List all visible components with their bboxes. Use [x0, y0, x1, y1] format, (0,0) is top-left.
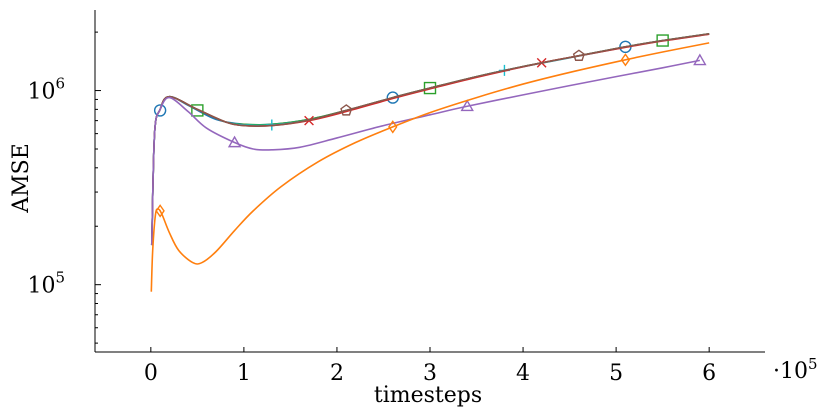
data-point-diamond	[388, 120, 398, 134]
y-tick-label: 106	[27, 75, 65, 105]
x-tick-label: 1	[237, 361, 251, 386]
series-line	[150, 33, 710, 246]
x-tick-label: 4	[516, 361, 530, 386]
data-point-triangle	[460, 99, 474, 112]
x-multiplier-base: ·10	[773, 359, 808, 384]
x-axis-label: timesteps	[374, 383, 482, 408]
data-point-square	[191, 104, 204, 117]
x-multiplier-exp: 5	[808, 355, 818, 373]
plot-area	[150, 33, 710, 292]
data-point-diamond	[620, 53, 631, 67]
data-point-pentagon	[572, 49, 585, 61]
x-tick-label: 6	[702, 361, 716, 386]
series-line	[150, 42, 710, 292]
x-tick-label: 2	[330, 361, 344, 386]
data-point-triangle	[227, 135, 242, 148]
y-tick-label: 105	[27, 269, 65, 299]
x-tick-label: 5	[609, 361, 623, 386]
y-axis-label: AMSE	[9, 143, 34, 214]
data-point-triangle	[693, 53, 707, 66]
series-pentagon	[150, 33, 710, 246]
x-tick-label: 3	[423, 361, 437, 386]
data-point-diamond	[155, 204, 165, 218]
series-diamond	[150, 42, 710, 292]
x-tick-label: 0	[144, 361, 158, 386]
x-multiplier-label: ·105	[773, 355, 818, 384]
data-point-pentagon	[340, 104, 353, 116]
series-line	[150, 59, 701, 246]
data-point-circle	[153, 104, 167, 117]
axes: 0 1 2 3 4 5 6 105 106	[27, 10, 765, 386]
series-triangle	[150, 53, 707, 246]
